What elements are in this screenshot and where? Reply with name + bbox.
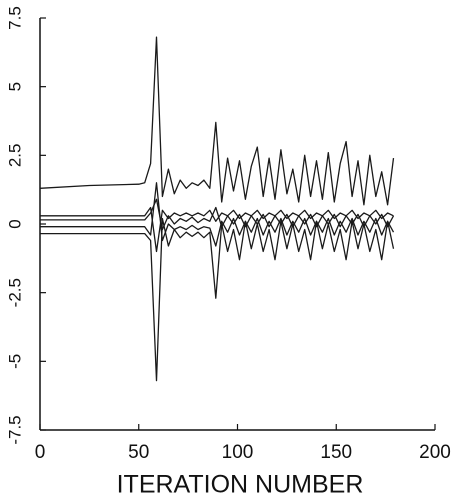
- y-tick-label: 0: [5, 219, 24, 228]
- series-line: [40, 217, 395, 382]
- series-line: [40, 182, 395, 247]
- x-tick-label: 200: [419, 442, 451, 463]
- series-line: [40, 206, 394, 253]
- x-tick-label: 100: [222, 442, 254, 463]
- x-tick-label: 150: [320, 442, 352, 463]
- y-tick-label: -5: [5, 354, 24, 369]
- y-tick-label: -7.5: [5, 415, 24, 444]
- x-tick-label: 50: [128, 442, 149, 463]
- y-tick-label: -2.5: [5, 278, 24, 307]
- y-tick-label: 2.5: [5, 144, 24, 168]
- y-tick-label: 7.5: [5, 6, 24, 30]
- x-axis-label: ITERATION NUMBER: [117, 471, 364, 499]
- x-tick-label: 0: [35, 442, 46, 463]
- series-line: [39, 36, 395, 206]
- y-tick-label: 5: [5, 82, 24, 91]
- series-line: [40, 198, 395, 231]
